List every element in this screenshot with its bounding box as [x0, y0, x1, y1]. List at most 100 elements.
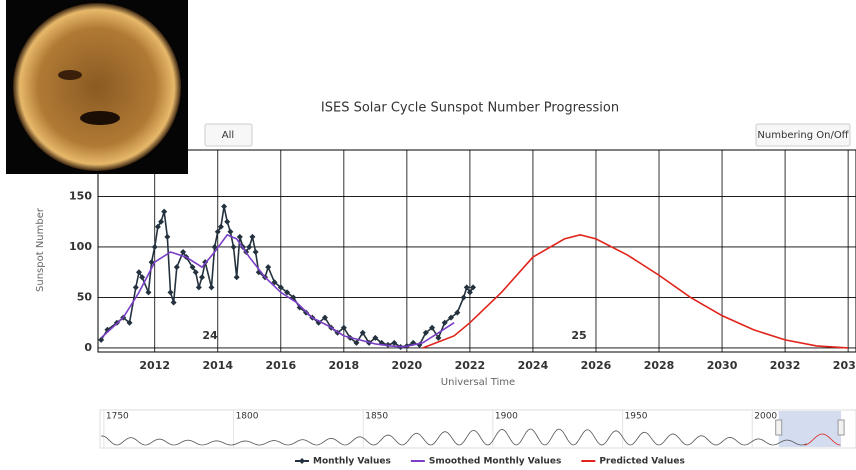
legend-marker [299, 458, 305, 464]
data-point [340, 324, 347, 331]
data-point [277, 284, 284, 291]
data-point [208, 284, 215, 291]
data-point [164, 233, 171, 240]
series-line [422, 234, 849, 349]
data-point [236, 233, 243, 240]
data-point [447, 314, 454, 321]
button-label: Numbering On/Off [757, 130, 849, 141]
x-tick-label: 2020 [392, 359, 423, 372]
data-point [199, 274, 206, 281]
data-point [353, 339, 360, 346]
y-axis-title: Sunspot Number [35, 207, 46, 292]
data-point [217, 223, 224, 230]
data-point [463, 284, 470, 291]
navigator-selection [778, 411, 842, 447]
data-point [192, 269, 199, 276]
y-tick-label: 100 [69, 240, 92, 253]
data-point [435, 334, 442, 341]
data-point [454, 309, 461, 316]
data-point [145, 289, 152, 296]
navigator-label: 1950 [625, 412, 648, 422]
navigator-label: 1900 [495, 412, 518, 422]
sunspot [58, 70, 82, 80]
x-tick-label: 2022 [455, 359, 486, 372]
data-point [466, 289, 473, 296]
data-point [132, 284, 139, 291]
x-tick-label: 2034 [833, 359, 856, 372]
data-point [321, 314, 328, 321]
button-all[interactable]: All [204, 123, 253, 147]
data-point [391, 339, 398, 346]
x-tick-label: 2030 [707, 359, 738, 372]
data-point [227, 228, 234, 235]
y-tick-label: 150 [69, 189, 92, 202]
data-point [195, 284, 202, 291]
data-point [460, 294, 467, 301]
data-point [126, 319, 133, 326]
data-point [214, 228, 221, 235]
navigator[interactable] [99, 409, 856, 449]
data-point [372, 334, 379, 341]
data-point [422, 329, 429, 336]
data-point [284, 289, 291, 296]
data-point [221, 203, 228, 210]
data-point [441, 319, 448, 326]
chart-title: ISES Solar Cycle Sunspot Number Progress… [321, 101, 619, 116]
x-tick-label: 2024 [518, 359, 549, 372]
navigator-label: 1800 [236, 412, 259, 422]
x-tick-label: 2012 [139, 359, 170, 372]
navigator-line [804, 433, 841, 446]
navigator-handle[interactable] [775, 419, 783, 436]
plot-series [98, 203, 849, 350]
x-tick-label: 2032 [770, 359, 801, 372]
data-point [139, 274, 146, 281]
data-point [154, 223, 161, 230]
sun-disk [13, 3, 181, 171]
x-tick-label: 2016 [265, 359, 296, 372]
data-point [151, 243, 158, 250]
data-point [211, 243, 218, 250]
y-tick-label: 0 [84, 341, 92, 354]
legend-label: Smoothed Monthly Values [429, 457, 561, 467]
data-point [158, 218, 165, 225]
cycle-label: 24 [202, 329, 218, 342]
cycle-label: 25 [571, 329, 586, 342]
data-point [265, 264, 272, 271]
x-tick-label: 2018 [329, 359, 360, 372]
data-point [161, 208, 168, 215]
data-point [252, 249, 259, 256]
plot-frame [97, 149, 856, 353]
data-point [170, 299, 177, 306]
data-point [233, 274, 240, 281]
data-point [230, 243, 237, 250]
data-point [249, 233, 256, 240]
y-tick-label: 50 [77, 290, 93, 303]
button-label: All [222, 130, 234, 141]
legend-label: Monthly Values [313, 457, 391, 467]
x-axis-title: Universal Time [441, 377, 515, 388]
data-point [135, 269, 142, 276]
navigator-label: 2000 [754, 412, 777, 422]
x-tick-label: 2014 [202, 359, 233, 372]
button-numbering[interactable]: Numbering On/Off [755, 123, 851, 147]
data-point [98, 336, 105, 343]
navigator-handle[interactable] [837, 419, 845, 436]
navigator-line [101, 428, 807, 446]
navigator-label: 1850 [365, 412, 388, 422]
sunspot [80, 111, 120, 125]
navigator-label: 1750 [106, 412, 129, 422]
data-point [180, 249, 187, 256]
data-point [167, 289, 174, 296]
data-point [246, 243, 253, 250]
data-point [359, 329, 366, 336]
data-point [429, 324, 436, 331]
x-tick-label: 2026 [581, 359, 612, 372]
data-point [173, 264, 180, 271]
data-point [470, 284, 477, 291]
data-point [189, 264, 196, 271]
x-tick-label: 2028 [644, 359, 675, 372]
series-line [100, 233, 455, 348]
data-point [224, 218, 231, 225]
legend-label: Predicted Values [599, 457, 684, 467]
